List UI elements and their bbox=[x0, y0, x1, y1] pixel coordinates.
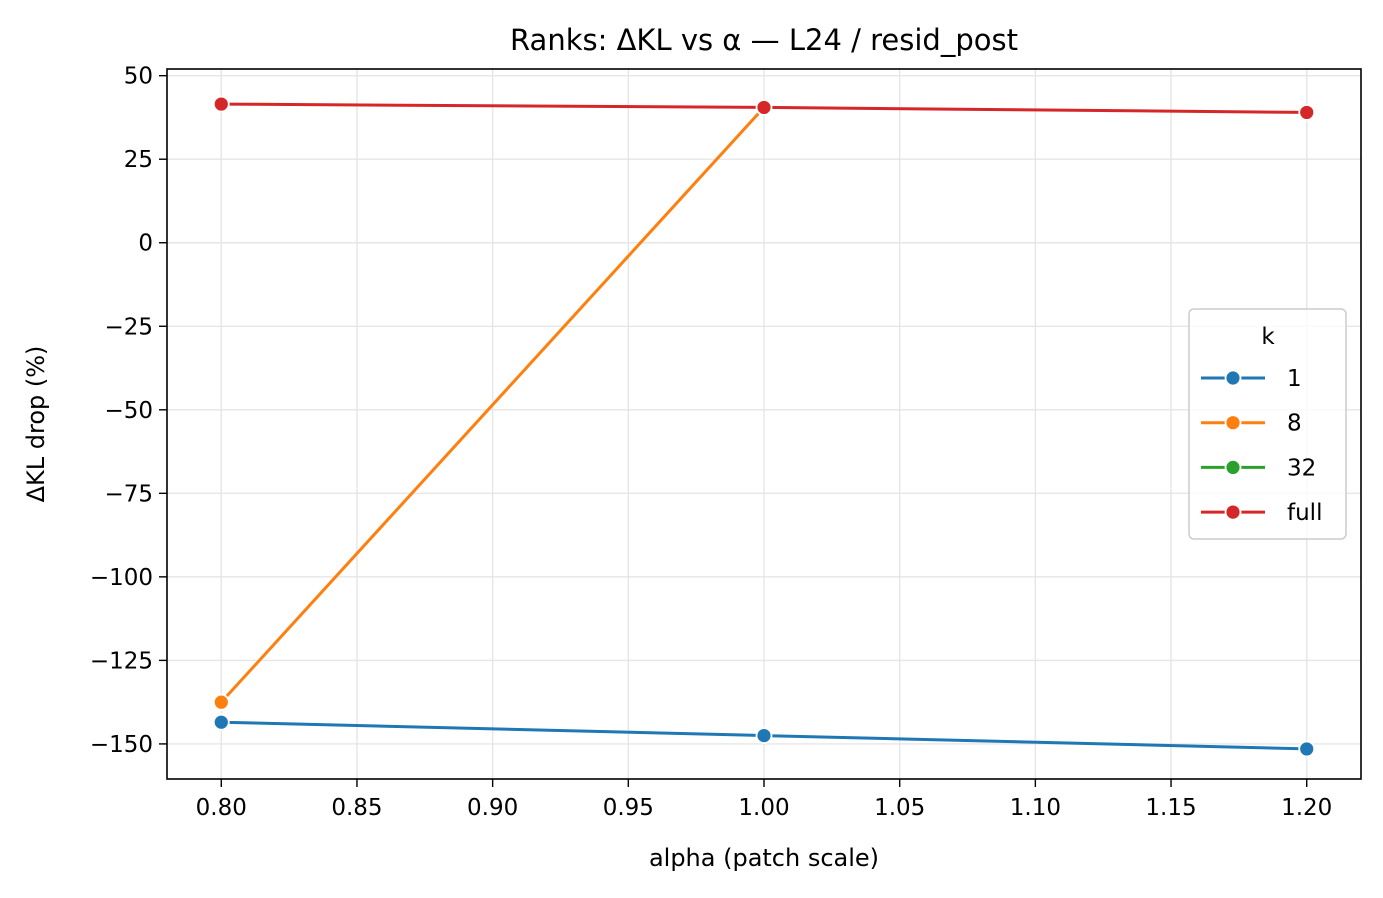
data-point bbox=[755, 99, 773, 116]
y-tick-label: −25 bbox=[104, 314, 153, 340]
legend-item: 32 bbox=[1201, 455, 1316, 481]
x-axis-label: alpha (patch scale) bbox=[649, 844, 879, 872]
legend-marker bbox=[1224, 503, 1242, 521]
series-line bbox=[220, 106, 766, 704]
legend-label: 1 bbox=[1287, 366, 1302, 392]
x-tick-label: 1.15 bbox=[1145, 795, 1196, 821]
y-tick-label: −75 bbox=[104, 481, 153, 507]
legend-marker bbox=[1224, 414, 1242, 432]
x-tick-label: 0.85 bbox=[331, 795, 382, 821]
y-axis-label: ΔKL drop (%) bbox=[22, 346, 50, 503]
legend-item: 8 bbox=[1201, 411, 1302, 437]
x-tick-label: 1.10 bbox=[1010, 795, 1061, 821]
legend-item: 1 bbox=[1201, 366, 1302, 392]
legend-label: 8 bbox=[1287, 411, 1302, 437]
y-tick-label: −50 bbox=[104, 398, 153, 424]
x-axis: 0.80 0.85 0.90 0.95 1.00 1.05 1.10 1.15 1.20 bbox=[196, 779, 1332, 821]
data-point bbox=[212, 693, 230, 711]
data-point bbox=[1298, 740, 1316, 758]
y-tick-label: 50 bbox=[124, 64, 153, 90]
x-tick-label: 0.90 bbox=[467, 795, 518, 821]
legend-label: full bbox=[1287, 500, 1322, 526]
legend: k 1 8 32 full bbox=[1188, 308, 1347, 540]
legend-items: 1 8 32 full bbox=[1201, 366, 1322, 526]
legend-box bbox=[1188, 308, 1347, 540]
x-tick-label: 1.00 bbox=[738, 795, 789, 821]
series-1 bbox=[212, 713, 1316, 758]
legend-marker bbox=[1224, 369, 1242, 387]
chart-title: Ranks: ΔKL vs α — L24 / resid_post bbox=[510, 23, 1018, 57]
x-tick-label: 1.20 bbox=[1281, 795, 1332, 821]
data-point bbox=[755, 727, 773, 744]
data-point bbox=[1298, 104, 1316, 121]
x-tick-label: 1.05 bbox=[874, 795, 925, 821]
data-point bbox=[212, 713, 230, 731]
y-axis: 50 25 0 −25 −50 −75 −100 −125 −150 bbox=[90, 64, 167, 758]
legend-item: full bbox=[1201, 500, 1322, 526]
x-tick-label: 0.95 bbox=[603, 795, 654, 821]
data-point bbox=[212, 95, 230, 113]
y-tick-label: −125 bbox=[90, 648, 153, 674]
grid bbox=[167, 69, 1361, 779]
series-layer bbox=[212, 95, 1316, 758]
y-tick-label: −100 bbox=[90, 565, 153, 591]
y-tick-label: 0 bbox=[138, 231, 153, 257]
y-tick-label: −150 bbox=[90, 732, 153, 758]
legend-marker bbox=[1224, 458, 1242, 476]
series-full bbox=[212, 95, 1316, 121]
legend-title: k bbox=[1261, 324, 1275, 350]
y-tick-label: 25 bbox=[124, 147, 153, 173]
legend-label: 32 bbox=[1287, 455, 1316, 481]
x-tick-label: 0.80 bbox=[196, 795, 247, 821]
